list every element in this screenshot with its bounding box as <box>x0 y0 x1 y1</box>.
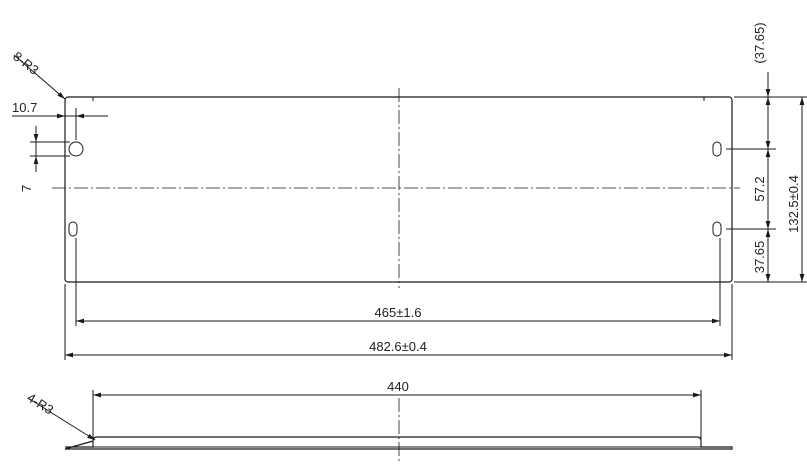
label-hole-span: 465±1.6 <box>375 305 422 320</box>
label-bottom-offset: 37.65 <box>752 241 767 274</box>
label-inner-width: 440 <box>387 379 409 394</box>
label-top-offset: (37.65) <box>752 22 767 63</box>
slot-bottom-right <box>712 221 722 237</box>
label-overall-width: 482.6±0.4 <box>369 339 427 354</box>
front-view <box>12 54 807 360</box>
bottom-view <box>27 390 733 462</box>
slot-top-right <box>712 141 722 157</box>
bottom-radius-leader <box>27 397 96 441</box>
label-overall-height: 132.5±0.4 <box>786 175 801 233</box>
label-hole-width: 7 <box>19 185 34 192</box>
slot-top-left <box>68 141 84 157</box>
label-corner-radius-bottom: 4-R3 <box>24 390 56 418</box>
front-panel-outline <box>64 96 733 283</box>
label-hole-pitch: 57.2 <box>752 176 767 201</box>
label-corner-radius-front: 8-R3 <box>10 49 41 78</box>
label-hole-offset: 10.7 <box>12 100 37 115</box>
corner-radius-leader <box>13 54 66 100</box>
slot-bottom-left <box>68 221 78 237</box>
